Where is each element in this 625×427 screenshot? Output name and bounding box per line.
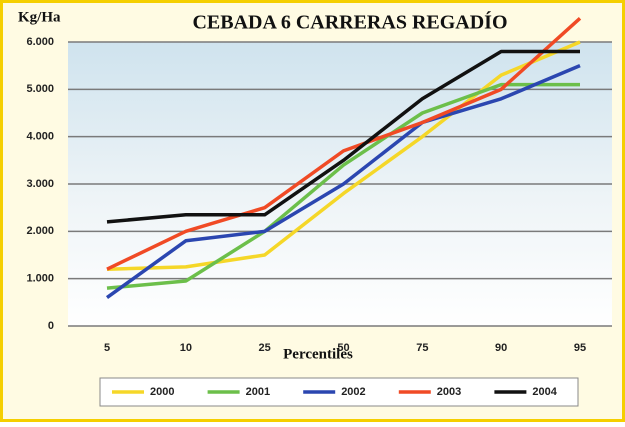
chart-title: CEBADA 6 CARRERAS REGADÍO: [192, 11, 507, 34]
y-axis-label: Kg/Ha: [18, 9, 61, 25]
legend-label: 2001: [246, 386, 270, 398]
legend-label: 2003: [437, 386, 461, 398]
y-tick-label: 3.000: [26, 178, 54, 190]
y-tick-label: 2.000: [26, 225, 54, 237]
y-tick-label: 6.000: [26, 36, 54, 48]
x-tick-label: 25: [259, 342, 271, 354]
series-line: [105, 64, 581, 300]
x-tick-label: 5: [104, 342, 110, 354]
series-line: [106, 40, 581, 271]
x-tick-label: 10: [180, 342, 192, 354]
legend-label: 2002: [341, 386, 365, 398]
series-line: [106, 82, 580, 290]
legend-label: 2004: [532, 386, 557, 398]
x-tick-label: 75: [416, 342, 428, 354]
series-line: [106, 49, 580, 224]
y-tick-label: 5.000: [26, 83, 54, 95]
series-line: [106, 17, 582, 271]
x-axis-label: Percentiles: [283, 346, 353, 362]
y-tick-label: 0: [48, 320, 54, 332]
x-tick-label: 90: [495, 342, 507, 354]
legend-label: 2000: [150, 386, 174, 398]
y-tick-label: 4.000: [26, 131, 54, 143]
y-tick-label: 1.000: [26, 273, 54, 285]
x-tick-label: 50: [337, 342, 349, 354]
x-tick-label: 95: [574, 342, 586, 354]
